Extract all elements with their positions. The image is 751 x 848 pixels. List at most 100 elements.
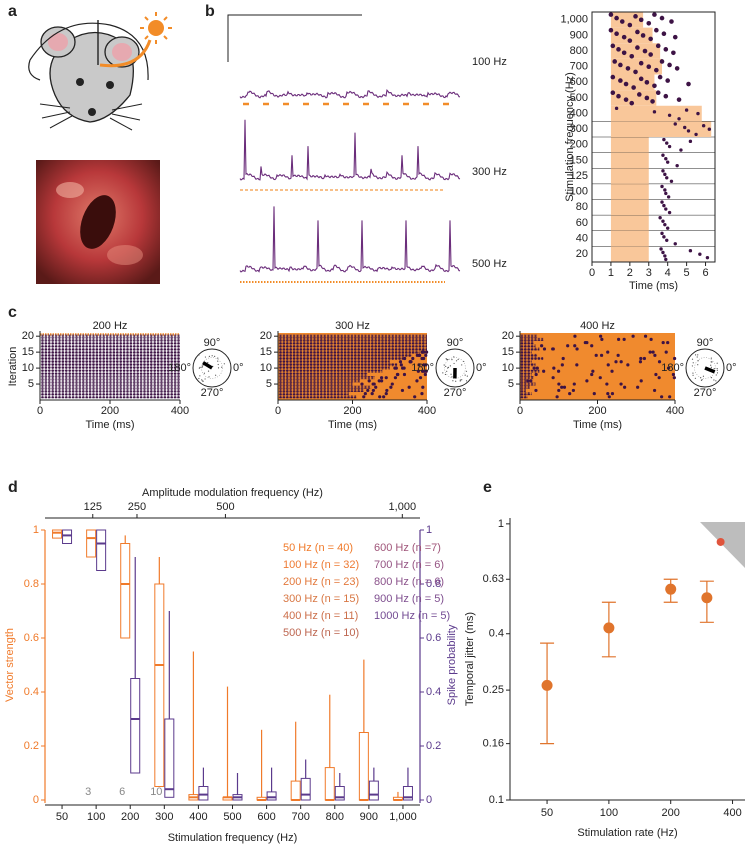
- phase-locked-spikes: [40, 376, 180, 380]
- y-tick-label: 1,000: [560, 14, 588, 26]
- polar-dot: [691, 365, 693, 367]
- spike: [660, 231, 664, 236]
- box: [358, 732, 369, 801]
- polar-label: 180°: [411, 362, 434, 374]
- trace-label: 500 Hz: [472, 258, 507, 270]
- spike: [694, 132, 698, 137]
- polar-dot: [713, 379, 715, 381]
- spike: [635, 45, 640, 50]
- polar-dot: [223, 363, 225, 365]
- x-tick-label: 0: [275, 405, 281, 417]
- spike: [669, 19, 674, 24]
- sparse-spike: [551, 376, 555, 380]
- box: [290, 780, 301, 801]
- polar-label: 0°: [233, 362, 244, 374]
- y2-tick-label: 0.6: [426, 632, 441, 644]
- phase-locked-spikes: [278, 395, 357, 399]
- polar-dot: [199, 366, 201, 368]
- sparse-spike: [403, 356, 407, 361]
- polar-dot: [452, 380, 454, 382]
- y-tick-label: 15: [260, 346, 272, 358]
- sparse-spike: [626, 363, 630, 367]
- polar-grid: [694, 357, 716, 379]
- sparse-spike: [639, 356, 643, 361]
- phase-locked-spikes: [520, 392, 532, 396]
- spike: [676, 97, 682, 102]
- y-tick-label: 1: [498, 518, 504, 530]
- phase-locked-spikes: [40, 344, 180, 348]
- sparse-spike: [374, 385, 378, 389]
- legend-entry: 300 Hz (n = 15): [283, 593, 359, 605]
- spike: [638, 17, 644, 23]
- sparse-spike: [654, 372, 658, 377]
- y-tick-label: 0.16: [483, 738, 504, 750]
- y2-tick-label: 0.4: [426, 686, 441, 698]
- y-axis-label: Stimulation frequency (Hz): [564, 72, 576, 202]
- trace-label: 100 Hz: [472, 56, 507, 68]
- sparse-spike: [639, 379, 643, 383]
- chart-title: 200 Hz: [93, 320, 128, 332]
- spike: [608, 12, 614, 17]
- y-tick-label: 300: [570, 123, 588, 135]
- sparse-spike: [395, 372, 400, 377]
- polar-dot: [217, 367, 220, 369]
- spike: [659, 247, 663, 251]
- x-tick-label: 5: [684, 267, 690, 279]
- sparse-spike: [607, 395, 611, 399]
- sparse-spike: [360, 382, 364, 386]
- sparse-spike: [636, 385, 640, 389]
- spike: [658, 216, 662, 220]
- spike: [627, 22, 633, 28]
- phase-locked-spikes: [520, 337, 544, 341]
- phase-locked-spikes: [278, 353, 413, 357]
- x-tick-label: 400: [666, 405, 684, 417]
- x-tick-label: 4: [665, 267, 671, 279]
- sparse-spike: [526, 379, 530, 383]
- sparse-spike: [594, 353, 598, 357]
- sparse-spike: [642, 356, 646, 361]
- sparse-spike: [610, 392, 615, 396]
- annotation: 6: [119, 786, 125, 798]
- legend-entry: 1000 Hz (n = 5): [374, 610, 450, 622]
- sparse-spike: [363, 392, 367, 396]
- spike: [659, 15, 665, 21]
- spike: [652, 12, 657, 17]
- phase-locked-spikes: [40, 385, 180, 389]
- spike: [623, 97, 629, 102]
- x-tick-label: 6: [702, 267, 708, 279]
- phase-locked-spikes: [520, 357, 544, 361]
- scale-bar: [227, 14, 362, 62]
- sparse-spike: [568, 392, 572, 396]
- sparse-spike: [424, 353, 428, 357]
- phase-locked-spikes: [40, 353, 180, 357]
- stimulus-window: [610, 168, 649, 184]
- sparse-spike: [534, 372, 538, 377]
- polar-dot: [447, 367, 449, 369]
- x-axis-label: Stimulation frequency (Hz): [168, 832, 298, 844]
- polar-dot: [217, 357, 219, 359]
- spike: [610, 90, 616, 96]
- sparse-spike: [411, 356, 415, 361]
- legend-entry: 700 Hz (n = 6): [374, 559, 444, 571]
- sparse-spike: [631, 334, 635, 338]
- y-tick-label: 20: [22, 330, 34, 342]
- spike: [619, 19, 625, 24]
- phase-locked-spikes: [40, 360, 180, 364]
- spike: [698, 252, 702, 256]
- polar-dot: [710, 364, 712, 366]
- sparse-spike: [657, 376, 661, 380]
- spike: [657, 74, 663, 80]
- spike: [612, 59, 618, 64]
- y2-tick-label: 0.8: [426, 578, 441, 590]
- polar-dot: [445, 365, 447, 368]
- stimulus-window: [610, 105, 702, 122]
- y-tick-label: 10: [502, 362, 514, 374]
- phase-locked-spikes: [520, 388, 526, 392]
- polar-dot: [459, 380, 461, 382]
- spike: [663, 172, 667, 177]
- point: [665, 583, 677, 595]
- phase-locked-spikes: [520, 382, 536, 386]
- polar-dot: [446, 370, 448, 372]
- sparse-spike: [407, 385, 411, 389]
- x-tick-label: 50: [56, 811, 68, 823]
